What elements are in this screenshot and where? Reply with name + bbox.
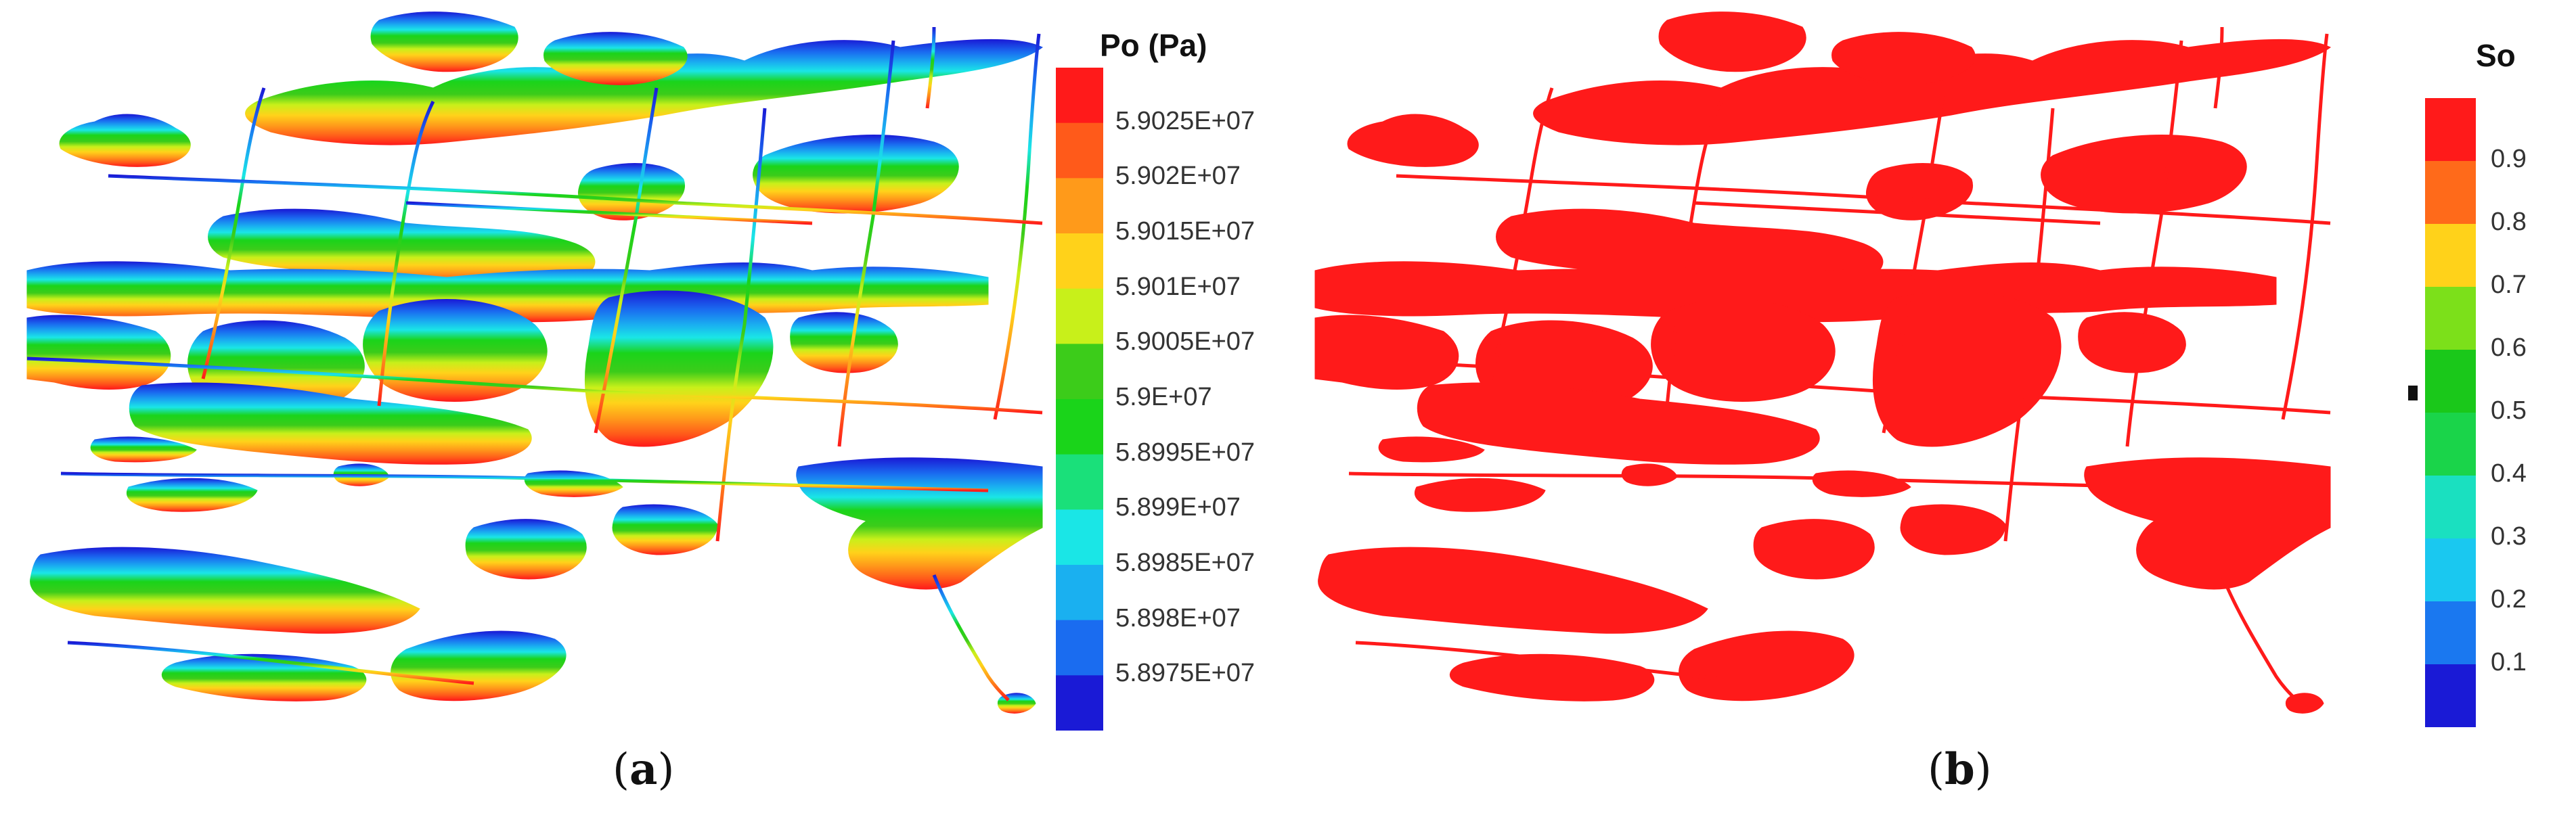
- panel-saturation: So 0.9 0.8 0.7 0.6 0.5 0.4 0.3 0.2 0.1 (b): [1288, 0, 2576, 830]
- colorbar-band: [2425, 664, 2476, 727]
- colorbar-band: [1056, 675, 1103, 731]
- fracture-network: [26, 26, 1043, 701]
- colorbar-scale: [1056, 68, 1103, 731]
- colorbar-label: 5.901E+07: [1115, 272, 1241, 301]
- colorbar-band: [2425, 224, 2476, 287]
- colorbar-label: 5.9025E+07: [1115, 106, 1256, 135]
- colorbar-label: 0.4: [2491, 459, 2527, 488]
- colorbar-label: 5.9015E+07: [1115, 217, 1256, 246]
- colorbar-label: 0.8: [2491, 208, 2527, 236]
- colorbar-band: [2425, 538, 2476, 602]
- colorbar-band: [1056, 399, 1103, 455]
- panel-label: (a): [613, 744, 675, 795]
- panel-label: (b): [1928, 744, 1992, 795]
- colorbar-title: Po (Pa): [1100, 28, 1207, 63]
- pressure-map: [26, 11, 1043, 714]
- colorbar-label: 0.5: [2491, 396, 2527, 425]
- colorbar-band: [2425, 476, 2476, 539]
- colorbar-band: [1056, 68, 1103, 124]
- colorbar-label: 5.9005E+07: [1115, 327, 1256, 356]
- colorbar-label: 0.3: [2491, 522, 2527, 551]
- colorbar-label: 0.7: [2491, 271, 2527, 299]
- colorbar-band: [1056, 122, 1103, 179]
- colorbar-band: [1056, 620, 1103, 676]
- colorbar-scale: [2425, 98, 2476, 727]
- colorbar-label: 0.6: [2491, 333, 2527, 362]
- colorbar-label: 0.2: [2491, 585, 2527, 614]
- reservoir-bodies: [1314, 11, 2331, 714]
- colorbar-label: 0.9: [2491, 145, 2527, 173]
- panel-pressure: Po (Pa) 5.9025E+07 5.902E+07 5.9015E+07 5.9…: [26, 11, 1256, 795]
- colorbar-band: [2425, 350, 2476, 413]
- colorbar-band: [1056, 233, 1103, 290]
- colorbar-label: 5.898E+07: [1115, 603, 1241, 632]
- colorbar-marker: [2408, 386, 2418, 400]
- colorbar-band: [2425, 601, 2476, 665]
- fracture-network: [1314, 26, 2331, 701]
- saturation-map: [1314, 11, 2331, 714]
- colorbar-label: 0.1: [2491, 648, 2527, 676]
- colorbar-label: 5.902E+07: [1115, 162, 1241, 191]
- colorbar-title: So: [2476, 38, 2516, 73]
- colorbar-band: [2425, 287, 2476, 350]
- reservoir-bodies: [26, 11, 1043, 714]
- colorbar-label: 5.8995E+07: [1115, 438, 1256, 467]
- colorbar-band: [2425, 98, 2476, 162]
- colorbar-band: [1056, 344, 1103, 400]
- colorbar-band: [2425, 161, 2476, 225]
- colorbar-label: 5.9E+07: [1115, 383, 1212, 411]
- colorbar-band: [1056, 565, 1103, 621]
- colorbar-label: 5.899E+07: [1115, 493, 1241, 522]
- colorbar-label: 5.8975E+07: [1115, 659, 1256, 688]
- colorbar-band: [1056, 178, 1103, 234]
- colorbar-band: [1056, 454, 1103, 510]
- colorbar-band: [2425, 413, 2476, 476]
- colorbar-label: 5.8985E+07: [1115, 549, 1256, 577]
- colorbar-band: [1056, 509, 1103, 566]
- colorbar-band: [1056, 288, 1103, 344]
